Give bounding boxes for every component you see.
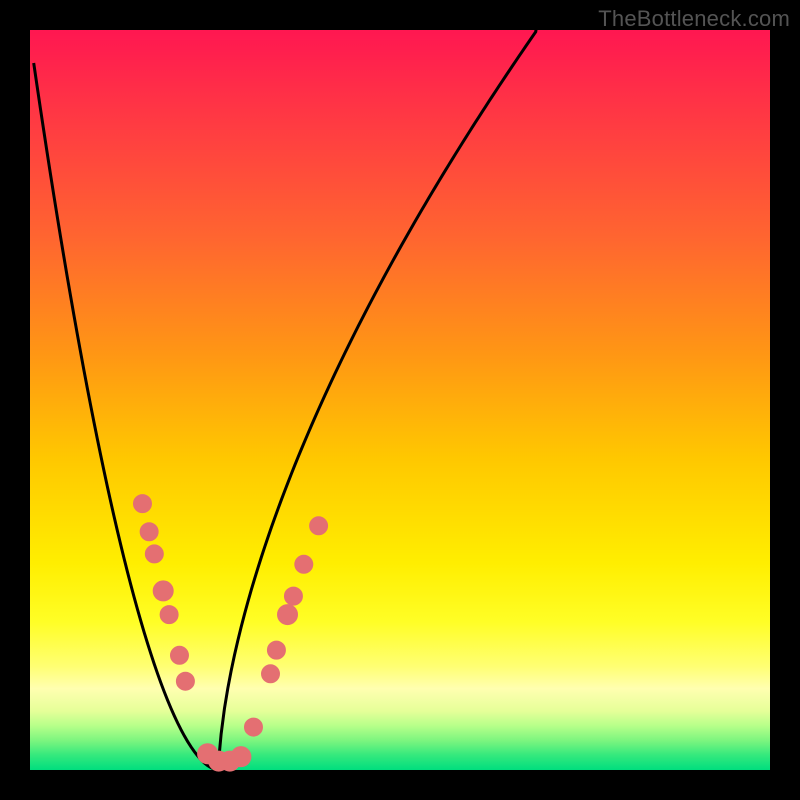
data-marker	[160, 606, 178, 624]
data-marker	[153, 581, 173, 601]
data-marker	[284, 587, 302, 605]
data-marker	[176, 672, 194, 690]
data-marker	[262, 665, 280, 683]
data-marker	[244, 718, 262, 736]
data-marker	[295, 555, 313, 573]
bottleneck-curve	[34, 8, 770, 770]
data-marker	[140, 523, 158, 541]
data-markers	[133, 495, 327, 772]
plot-area	[30, 30, 770, 770]
data-marker	[170, 646, 188, 664]
chart-container: TheBottleneck.com	[0, 0, 800, 800]
chart-overlay	[30, 30, 770, 770]
watermark-text: TheBottleneck.com	[598, 6, 790, 32]
data-marker	[267, 641, 285, 659]
data-marker	[278, 605, 298, 625]
data-marker	[133, 495, 151, 513]
data-marker	[310, 517, 328, 535]
data-marker	[145, 545, 163, 563]
data-marker	[231, 747, 251, 767]
